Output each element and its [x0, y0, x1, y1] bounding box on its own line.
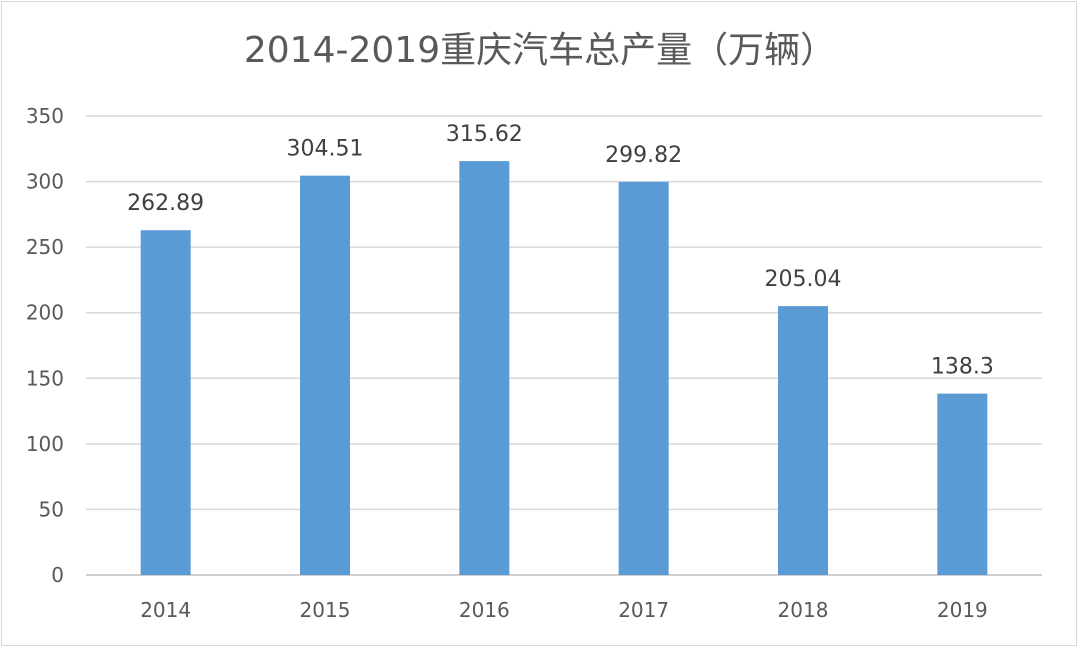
y-tick-label: 300 [26, 170, 64, 194]
data-label: 262.89 [127, 191, 204, 216]
data-label: 315.62 [446, 122, 523, 147]
y-axis-tick-labels: 0 50 100 150 200 250 300 350 [26, 104, 64, 587]
gridlines [86, 115, 1042, 576]
y-tick-label: 150 [26, 366, 64, 390]
y-tick-label: 50 [39, 497, 64, 521]
data-label: 304.51 [287, 137, 364, 162]
bar [300, 175, 350, 575]
chart-title: 2014-2019重庆汽车总产量（万辆） [244, 30, 836, 71]
bar [937, 393, 988, 575]
x-tick-label: 2014 [140, 598, 191, 622]
x-tick-label: 2019 [937, 598, 988, 622]
data-labels: 262.89 304.51 315.62 299.82 205.04 138.3 [127, 122, 994, 380]
y-tick-label: 250 [26, 235, 64, 259]
bars [140, 161, 988, 576]
bar [618, 181, 669, 575]
x-tick-label: 2017 [618, 598, 669, 622]
y-tick-label: 0 [51, 563, 64, 587]
x-tick-label: 2016 [459, 598, 510, 622]
y-tick-label: 100 [26, 432, 64, 456]
x-axis-tick-labels: 2014 2015 2016 2017 2018 2019 [140, 598, 988, 622]
y-tick-label: 350 [26, 104, 64, 128]
bar [459, 161, 510, 575]
x-tick-label: 2018 [778, 598, 829, 622]
x-tick-label: 2015 [300, 598, 351, 622]
bar [140, 230, 191, 576]
y-tick-label: 200 [26, 301, 64, 325]
data-label: 205.04 [765, 267, 842, 292]
bar [778, 306, 828, 575]
data-label: 299.82 [605, 143, 682, 168]
data-label: 138.3 [931, 355, 994, 380]
